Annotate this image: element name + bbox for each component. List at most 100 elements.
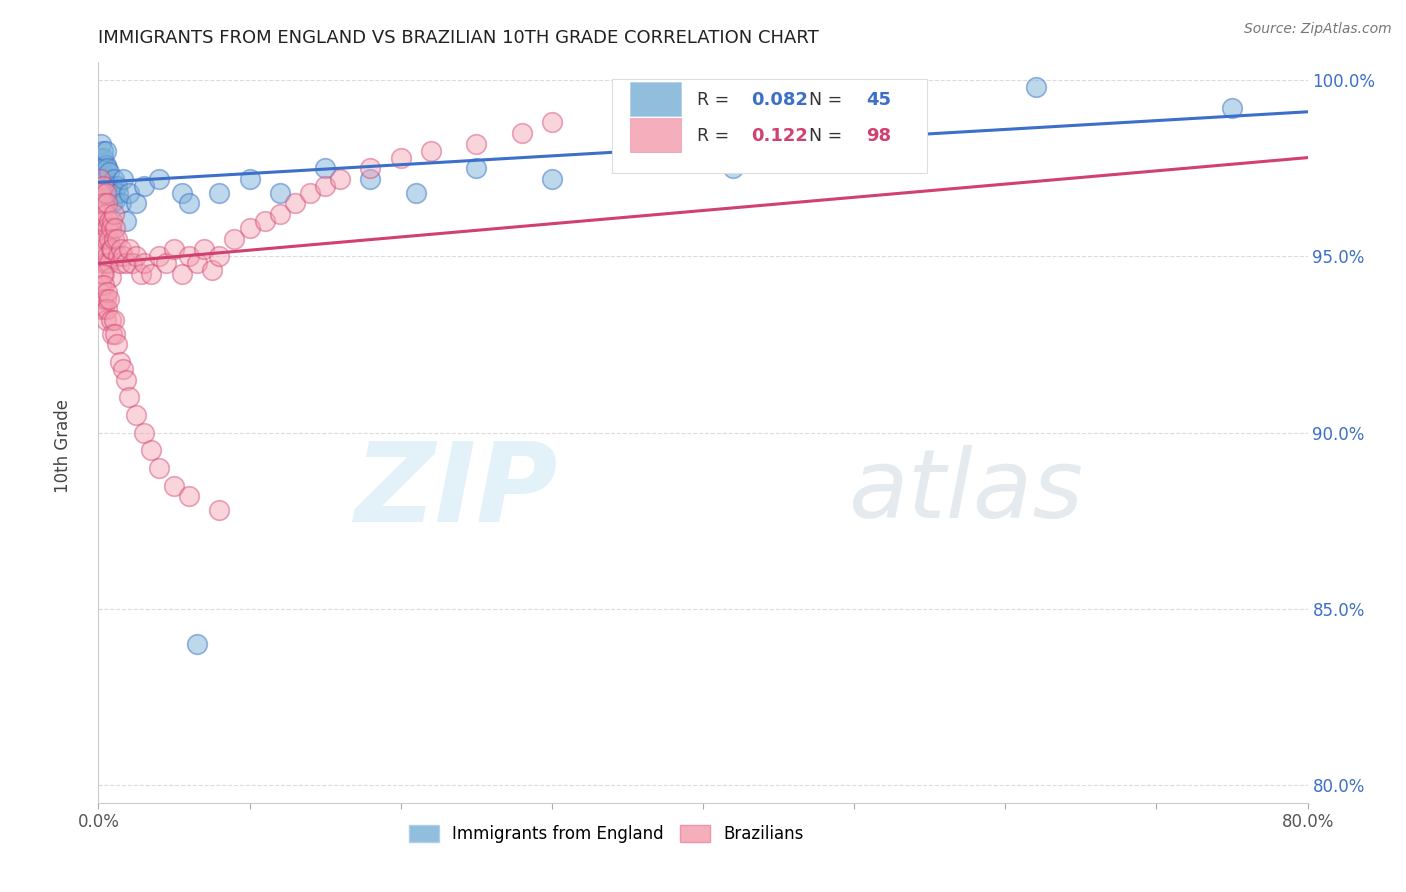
Point [193, 242, 215, 256]
Point [91, 144, 114, 158]
Point [125, 408, 148, 422]
Point [103, 186, 125, 200]
Point [93, 196, 115, 211]
Point [91, 151, 114, 165]
Text: R =: R = [697, 91, 735, 109]
Point [208, 503, 231, 517]
Point [90, 242, 112, 256]
Point [186, 637, 208, 651]
Point [103, 313, 125, 327]
Point [540, 115, 562, 129]
Point [208, 249, 231, 263]
Point [129, 267, 152, 281]
Point [89, 151, 111, 165]
Point [93, 242, 115, 256]
Point [100, 313, 122, 327]
FancyBboxPatch shape [630, 82, 682, 117]
Point [163, 242, 186, 256]
Point [89, 186, 111, 200]
Point [94, 256, 117, 270]
Text: 10th Grade: 10th Grade [55, 399, 72, 493]
Point [91, 178, 114, 193]
FancyBboxPatch shape [613, 78, 927, 173]
FancyBboxPatch shape [630, 118, 682, 152]
Point [93, 214, 115, 228]
Point [91, 292, 114, 306]
Point [96, 178, 118, 193]
Point [94, 313, 117, 327]
Text: N =: N = [810, 127, 848, 145]
Point [105, 337, 128, 351]
Text: 45: 45 [866, 91, 891, 109]
Point [89, 171, 111, 186]
Point [110, 242, 132, 256]
Point [101, 196, 124, 211]
Point [540, 171, 562, 186]
Point [465, 161, 488, 176]
Point [148, 249, 170, 263]
Text: IMMIGRANTS FROM ENGLAND VS BRAZILIAN 10TH GRADE CORRELATION CHART: IMMIGRANTS FROM ENGLAND VS BRAZILIAN 10T… [98, 29, 820, 47]
Point [269, 186, 291, 200]
Text: N =: N = [810, 91, 848, 109]
Point [201, 263, 224, 277]
Point [723, 161, 745, 176]
Point [141, 443, 163, 458]
Point [90, 136, 112, 151]
Point [104, 326, 127, 341]
Text: Source: ZipAtlas.com: Source: ZipAtlas.com [1244, 22, 1392, 37]
Point [141, 267, 163, 281]
Point [616, 151, 638, 165]
Text: ZIP: ZIP [354, 438, 558, 545]
Point [170, 186, 193, 200]
Point [103, 171, 125, 186]
Point [94, 207, 117, 221]
Legend: Immigrants from England, Brazilians: Immigrants from England, Brazilians [402, 819, 811, 850]
Point [148, 171, 170, 186]
Point [94, 144, 117, 158]
Point [93, 277, 115, 292]
Point [360, 161, 382, 176]
Point [101, 326, 124, 341]
Point [104, 221, 127, 235]
Text: atlas: atlas [848, 445, 1083, 539]
Point [100, 270, 122, 285]
Point [208, 186, 231, 200]
Point [91, 267, 114, 281]
Point [93, 186, 115, 200]
Point [105, 232, 128, 246]
Point [96, 285, 118, 299]
Point [98, 256, 121, 270]
Point [91, 171, 114, 186]
Point [239, 171, 262, 186]
Point [94, 171, 117, 186]
Point [224, 232, 246, 246]
Point [93, 161, 115, 176]
Point [90, 277, 112, 292]
Point [111, 249, 134, 263]
Point [118, 390, 141, 404]
Point [132, 425, 155, 440]
Point [118, 186, 141, 200]
Point [179, 196, 201, 211]
Point [98, 232, 121, 246]
Point [179, 249, 201, 263]
Point [111, 362, 134, 376]
Point [179, 489, 201, 503]
Point [105, 178, 128, 193]
Point [114, 373, 136, 387]
Point [114, 256, 136, 270]
Point [108, 355, 131, 369]
Point [269, 207, 291, 221]
Point [104, 193, 127, 207]
Point [125, 249, 148, 263]
Point [253, 214, 276, 228]
Point [111, 171, 134, 186]
Point [90, 161, 112, 176]
Text: R =: R = [697, 127, 740, 145]
Text: 0.122: 0.122 [751, 127, 808, 145]
Point [93, 267, 115, 281]
Point [96, 249, 118, 263]
Point [465, 136, 488, 151]
Point [405, 186, 427, 200]
Point [873, 136, 896, 151]
